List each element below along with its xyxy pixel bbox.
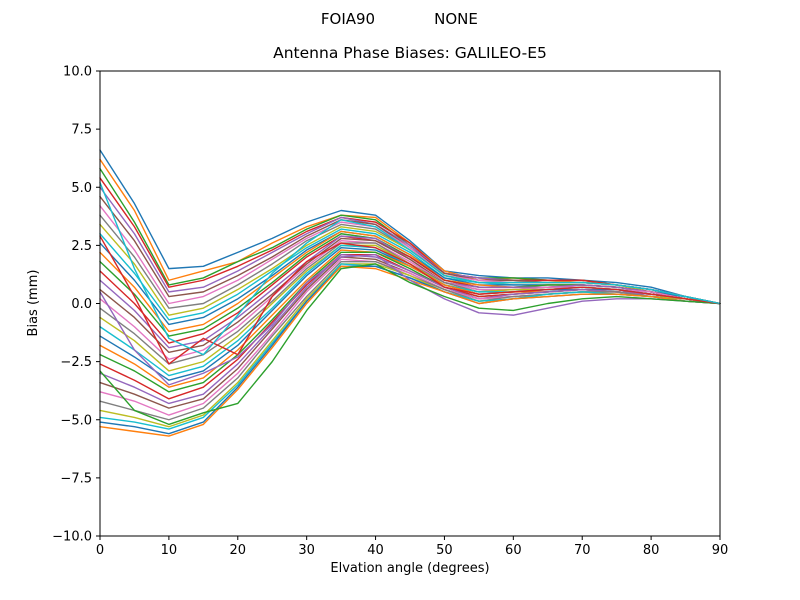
suptitle-right: NONE — [434, 10, 478, 28]
y-tick-label: 2.5 — [71, 239, 92, 254]
x-tick-label: 30 — [298, 543, 315, 558]
series-line — [99, 260, 721, 421]
y-tick-label: −5.0 — [60, 413, 92, 428]
x-tick-label: 50 — [436, 543, 453, 558]
suptitle-left: FOIA90 — [321, 10, 375, 28]
series-line — [99, 235, 721, 365]
series-line — [99, 233, 721, 337]
tick-layer: 0 10 20 30 40 50 60 70 80 90 −10.0 −7.5 −5.0 −2.5 0.0 2… — [52, 65, 728, 559]
x-tick-label: 10 — [161, 543, 178, 558]
y-tick-label: 5.0 — [71, 181, 92, 196]
series-line — [99, 253, 721, 386]
x-tick-label: 20 — [230, 543, 247, 558]
x-tick-label: 90 — [712, 543, 729, 558]
series-layer — [99, 149, 721, 437]
series-line — [99, 263, 721, 426]
x-tick-label: 0 — [96, 543, 104, 558]
series-line — [99, 265, 721, 437]
x-tick-label: 40 — [367, 543, 384, 558]
y-tick-label: 0.0 — [71, 297, 92, 312]
y-tick-label: −2.5 — [60, 355, 92, 370]
x-tick-label: 70 — [574, 543, 591, 558]
series-line — [99, 181, 721, 356]
x-tick-label: 80 — [643, 543, 660, 558]
series-line — [99, 223, 721, 316]
series-line — [99, 149, 721, 305]
axes-box — [99, 70, 721, 537]
plot-title: Antenna Phase Biases: GALILEO-E5 — [273, 44, 547, 62]
y-tick-label: 10.0 — [63, 65, 92, 80]
y-tick-label: −7.5 — [60, 471, 92, 486]
x-tick-label: 60 — [505, 543, 522, 558]
y-tick-label: 7.5 — [71, 123, 92, 138]
y-tick-label: −10.0 — [52, 530, 92, 545]
series-line — [99, 230, 721, 333]
y-axis-label: Bias (mm) — [26, 270, 41, 337]
x-axis-label: Elvation angle (degrees) — [330, 561, 489, 576]
